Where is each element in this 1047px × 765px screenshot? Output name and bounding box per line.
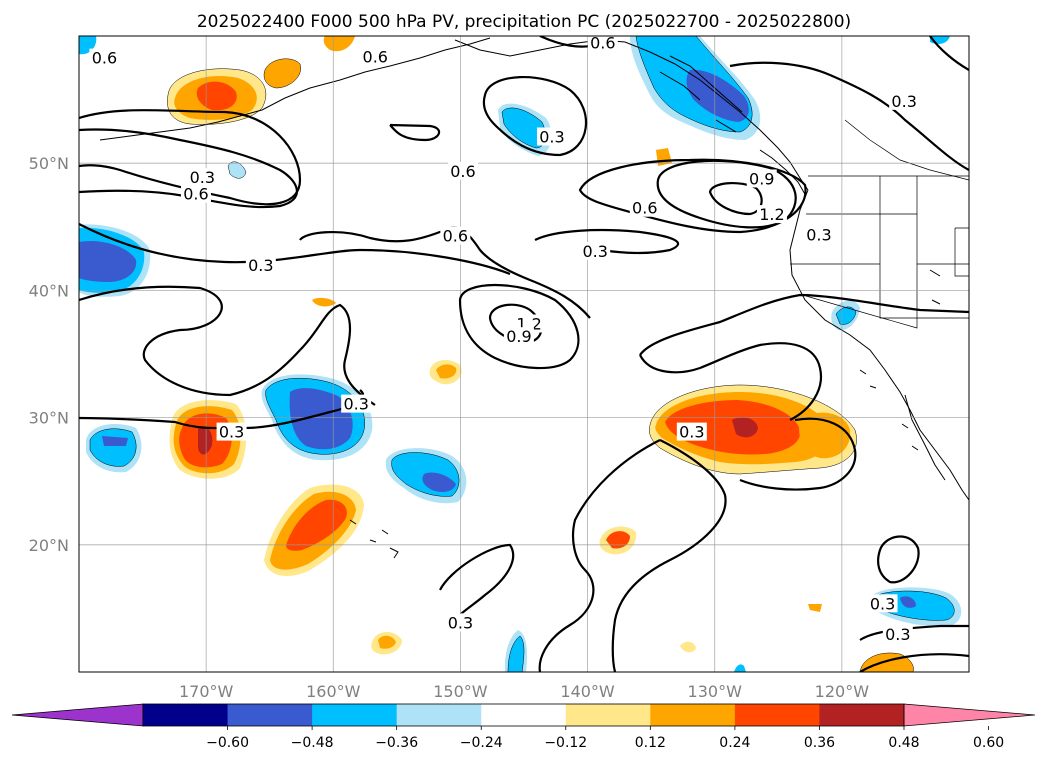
lat-label: 50°N <box>29 154 69 173</box>
svg-text:0.6: 0.6 <box>363 47 388 66</box>
svg-text:1.2: 1.2 <box>759 205 784 224</box>
colorbar-swatch <box>312 704 398 726</box>
contour-label: 0.3 <box>187 168 218 187</box>
colorbar-tick-label: −0.12 <box>544 735 587 751</box>
svg-text:0.3: 0.3 <box>870 594 895 613</box>
colorbar-extend-low <box>11 703 144 727</box>
coastline-layer <box>99 37 969 559</box>
contour-label: 0.3 <box>882 624 913 644</box>
svg-text:0.3: 0.3 <box>448 613 473 632</box>
contour-label-layer: 0.60.60.60.30.60.30.30.60.90.6 1.20.6 0.30… <box>89 33 920 644</box>
svg-text:0.6: 0.6 <box>450 162 475 181</box>
svg-text:0.3: 0.3 <box>539 127 564 146</box>
longitude-labels: 170°W 160°W 150°W 140°W 130°W 120°W <box>179 682 869 701</box>
colorbar-tick-label: 0.36 <box>804 735 835 751</box>
lon-label: 130°W <box>688 682 743 701</box>
contour-label: 0.3 <box>216 422 247 442</box>
svg-text:0.6: 0.6 <box>632 199 657 218</box>
contour-label: 0.6 <box>180 184 211 204</box>
state-border-layer <box>790 119 969 329</box>
contour-label: 0.3 <box>580 242 611 261</box>
svg-text:0.3: 0.3 <box>891 92 916 111</box>
svg-text:0.3: 0.3 <box>343 395 368 414</box>
colorbar-swatch <box>819 704 905 726</box>
contour-label: 0.6 <box>587 33 618 52</box>
svg-text:0.3: 0.3 <box>806 225 831 244</box>
colorbar-tick-labels: −0.60 −0.48 −0.36 −0.24 −0.12 0.12 0.24 0.36 0.4… <box>206 726 1004 751</box>
lat-label: 40°N <box>29 281 69 300</box>
colorbar-extend-high <box>903 703 1036 727</box>
lon-label: 150°W <box>433 682 488 701</box>
svg-text:0.6: 0.6 <box>590 33 615 52</box>
contour-label: 0.3 <box>536 127 567 146</box>
colorbar-swatch <box>734 704 820 726</box>
contour-label: 1.2 <box>756 205 787 224</box>
contour-label: 0.3 <box>341 394 372 414</box>
colorbar-swatch <box>565 704 651 726</box>
lon-label: 120°W <box>815 682 870 701</box>
lon-label: 170°W <box>179 682 234 701</box>
lon-label: 160°W <box>306 682 361 701</box>
colorbar-swatch <box>143 704 229 726</box>
colorbar-tick-label: 0.60 <box>973 735 1004 751</box>
colorbar-tick-label: 0.12 <box>635 735 666 751</box>
colorbar-tick-label: −0.60 <box>206 735 249 751</box>
svg-text:0.3: 0.3 <box>582 242 607 261</box>
svg-text:0.6: 0.6 <box>183 185 208 204</box>
colorbar-tick-label: −0.36 <box>375 735 418 751</box>
svg-text:0.3: 0.3 <box>885 625 910 644</box>
figure-title: 2025022400 F000 500 hPa PV, precipitatio… <box>197 12 851 32</box>
contour-label: 0.9 <box>503 327 534 346</box>
svg-text:0.6: 0.6 <box>92 49 117 68</box>
contour-label: 0.6 <box>360 47 391 66</box>
svg-text:0.3: 0.3 <box>219 423 244 442</box>
colorbar-swatch <box>481 704 567 726</box>
lon-label: 140°W <box>560 682 615 701</box>
contour-label: 0.6 <box>629 198 660 218</box>
contour-label: 0.9 <box>746 169 777 188</box>
colorbar-tick-label: −0.24 <box>460 735 503 751</box>
svg-text:0.3: 0.3 <box>679 423 704 442</box>
contour-label: 0.3 <box>889 91 920 111</box>
colorbar-swatch <box>396 704 482 726</box>
svg-text:0.3: 0.3 <box>190 168 215 187</box>
svg-text:0.9: 0.9 <box>749 169 774 188</box>
contour-label: 0.6 <box>440 226 471 246</box>
colorbar-tick-label: −0.48 <box>291 735 334 751</box>
svg-text:0.6: 0.6 <box>443 227 468 246</box>
contour-label: 0.3 <box>445 613 476 632</box>
contour-label: 0.3 <box>867 594 898 613</box>
lat-label: 30°N <box>29 409 69 428</box>
contour-label: 0.3 <box>803 225 834 244</box>
map-frame <box>78 35 970 673</box>
contour-label: 0.6 <box>447 161 478 181</box>
colorbar-tick-label: 0.48 <box>888 735 919 751</box>
contour-label: 0.3 <box>676 422 707 442</box>
map-gridlines <box>79 36 969 672</box>
svg-text:0.9: 0.9 <box>506 327 531 346</box>
lat-label: 20°N <box>29 536 69 555</box>
contour-label: 0.6 <box>89 48 120 68</box>
svg-text:0.3: 0.3 <box>248 256 273 275</box>
colorbar <box>11 703 1036 727</box>
map-panel: 0.60.60.60.30.60.30.30.60.90.6 1.20.6 0.30… <box>78 33 970 673</box>
colorbar-swatch <box>227 704 313 726</box>
colorbar-swatch <box>650 704 736 726</box>
colorbar-tick-label: 0.24 <box>719 735 750 751</box>
contour-label: 0.3 <box>245 256 276 275</box>
latitude-labels: 50°N 40°N 30°N 20°N <box>29 154 69 555</box>
precipitation-fill-layer <box>79 36 962 672</box>
